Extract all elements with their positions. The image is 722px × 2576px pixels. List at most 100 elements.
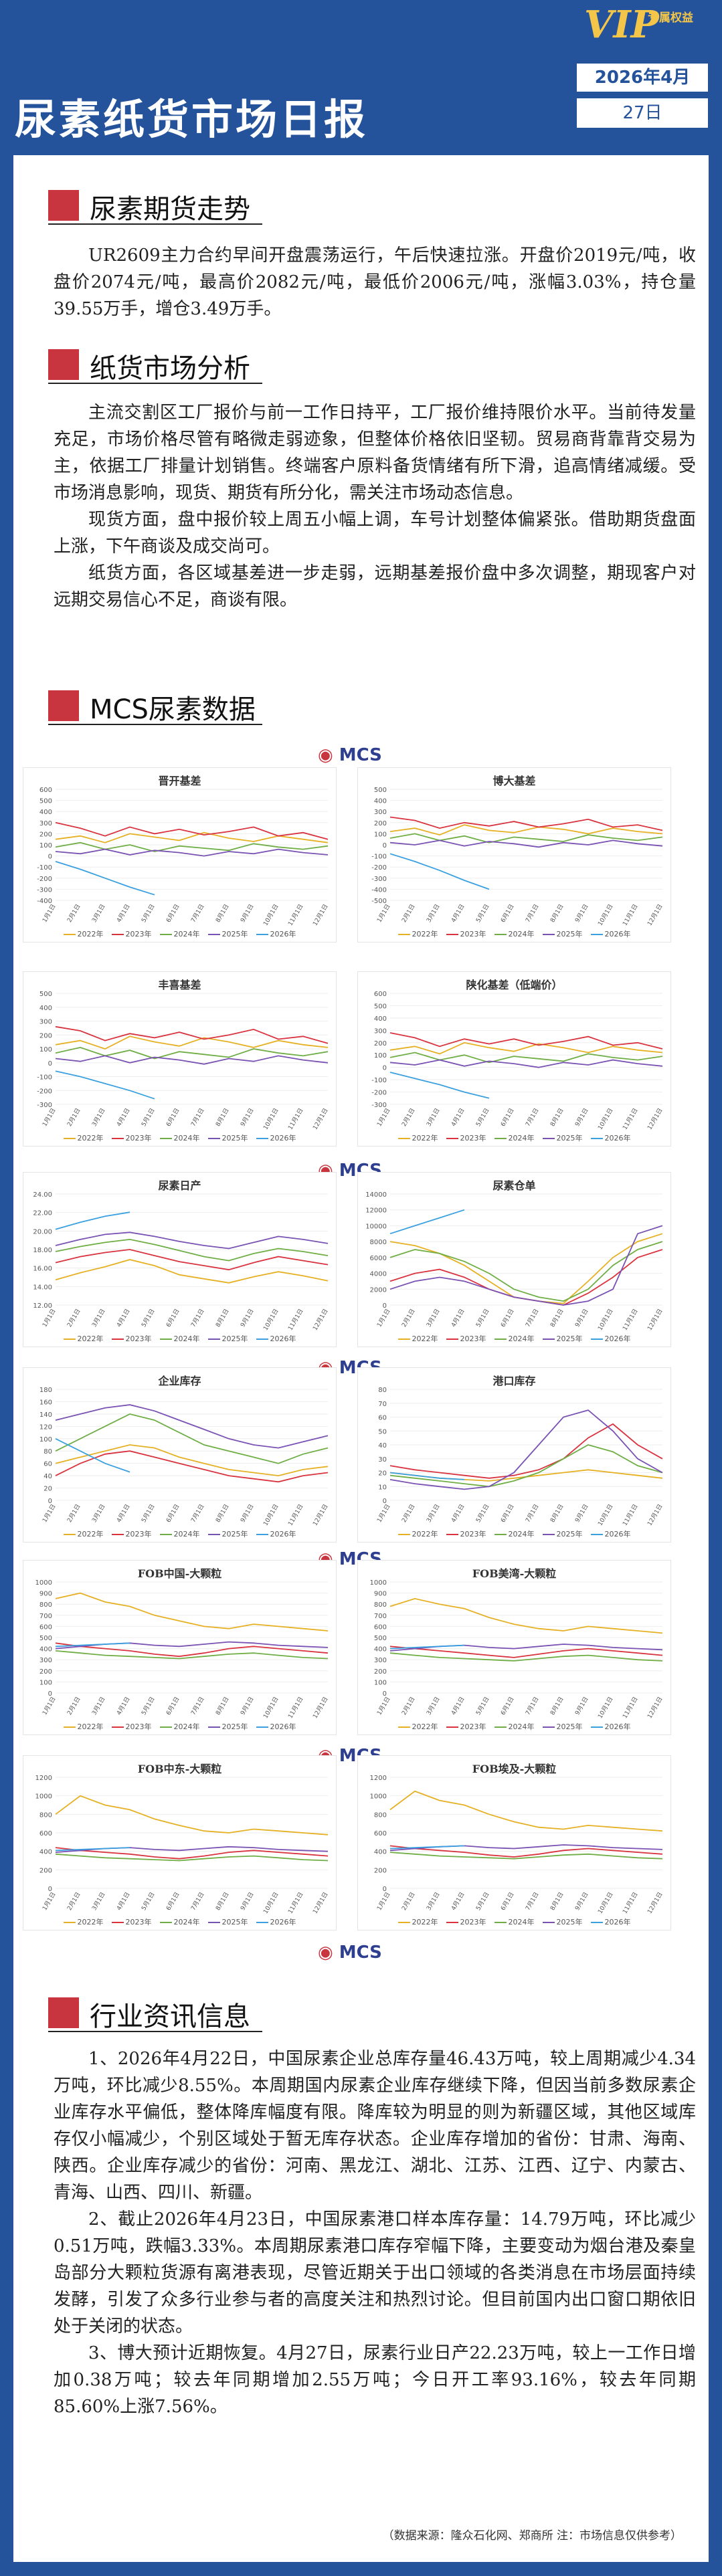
- chart-title: 丰喜基差: [158, 979, 201, 991]
- legend-item: 2025年: [542, 1530, 583, 1539]
- y-tick-label: 100: [39, 1436, 52, 1444]
- mcs-logo: ◉ MCS: [318, 745, 382, 765]
- legend-item: 2026年: [590, 1334, 631, 1343]
- legend-item: 2025年: [542, 1722, 583, 1731]
- y-tick-label: 16.00: [33, 1266, 52, 1273]
- x-tick-label: 4月1日: [115, 1696, 131, 1716]
- x-tick-label: 5月1日: [140, 1308, 156, 1328]
- vip-badge[interactable]: VIP 专属权益: [584, 3, 711, 47]
- chart-title: FOB中国-大颗粒: [137, 1567, 222, 1580]
- legend-item: 2024年: [159, 1134, 200, 1143]
- y-tick-label: 500: [39, 991, 52, 998]
- series-line-2026年: [389, 1472, 465, 1480]
- x-tick-label: 10月1日: [596, 1891, 614, 1915]
- x-tick-label: 10月1日: [262, 1891, 280, 1915]
- section-underline: [48, 2031, 262, 2032]
- vip-logo-text: VIP: [584, 3, 659, 47]
- x-tick-label: 10月1日: [596, 1503, 614, 1527]
- legend-item: 2022年: [397, 1918, 438, 1926]
- y-tick-label: 100: [39, 1046, 52, 1054]
- chart-title: 博大基差: [492, 775, 536, 787]
- x-tick-label: 3月1日: [90, 1503, 106, 1524]
- y-tick-label: 20: [378, 1470, 387, 1478]
- x-tick-label: 12月1日: [311, 1107, 329, 1131]
- y-tick-label: 100: [39, 1679, 52, 1686]
- paragraph: 现货方面，盘中报价较上周五小幅上调，车号计划整体偏紧张。借助期货盘面上涨，下午商…: [54, 510, 696, 557]
- x-tick-label: 1月1日: [41, 1696, 57, 1716]
- legend-item: 2022年: [397, 1334, 438, 1343]
- section-marker: [48, 349, 79, 380]
- x-tick-label: 9月1日: [573, 1107, 590, 1128]
- x-tick-label: 2月1日: [400, 1308, 416, 1328]
- series-line-2026年: [55, 1642, 130, 1648]
- x-tick-label: 9月1日: [239, 1308, 255, 1328]
- paper-text: 主流交割区工厂报价与前一工作日持平，工厂报价维持限价水平。当前待发量充足，市场价…: [54, 399, 696, 613]
- y-tick-label: -400: [37, 898, 52, 905]
- y-tick-label: 1000: [35, 1579, 52, 1587]
- y-tick-label: -500: [371, 898, 387, 905]
- x-tick-label: 12月1日: [311, 1503, 329, 1527]
- y-tick-label: 200: [374, 820, 387, 827]
- y-tick-label: 180: [39, 1387, 52, 1394]
- series-line-2026年: [55, 1847, 130, 1852]
- y-tick-label: 400: [39, 809, 52, 816]
- y-tick-label: -300: [371, 876, 387, 883]
- y-tick-label: 160: [39, 1399, 52, 1406]
- y-tick-label: 0: [48, 854, 52, 861]
- x-tick-label: 9月1日: [573, 1308, 590, 1328]
- x-tick-label: 4月1日: [115, 903, 131, 924]
- paragraph: 1、2026年4月22日，中国尿素企业总库存量46.43万吨，较上周期减少4.3…: [54, 2049, 696, 2203]
- legend-item: 2023年: [446, 1530, 486, 1539]
- series-line-2024年: [389, 1052, 663, 1064]
- chart-legend: 2022年 2023年 2024年 2025年 2026年: [23, 1528, 336, 1539]
- x-tick-label: 5月1日: [140, 1696, 156, 1716]
- x-tick-label: 7月1日: [524, 1503, 540, 1524]
- series-line-2025年: [389, 1225, 663, 1306]
- series-line-2023年: [389, 1845, 663, 1858]
- x-tick-label: 7月1日: [524, 1696, 540, 1716]
- section-title: 尿素期货走势: [90, 194, 250, 225]
- legend-item: 2024年: [159, 930, 200, 938]
- chart-legend: 2022年 2023年 2024年 2025年 2026年: [358, 928, 670, 939]
- y-tick-label: 0: [383, 1690, 387, 1698]
- y-tick-label: 0: [48, 1498, 52, 1505]
- y-tick-label: 600: [39, 787, 52, 794]
- x-tick-label: 7月1日: [524, 1891, 540, 1912]
- series-line-2026年: [55, 861, 155, 896]
- y-tick-label: 40: [378, 1442, 387, 1450]
- legend-item: 2022年: [63, 1722, 104, 1731]
- x-tick-label: 2月1日: [66, 1503, 82, 1524]
- x-tick-label: 1月1日: [375, 903, 391, 924]
- x-tick-label: 6月1日: [499, 903, 515, 924]
- legend-item: 2022年: [397, 1530, 438, 1539]
- chart-legend: 2022年 2023年 2024年 2025年 2026年: [358, 1916, 670, 1927]
- series-line-2025年: [389, 1059, 663, 1068]
- y-tick-label: 50: [378, 1428, 387, 1435]
- y-tick-label: -200: [371, 864, 387, 872]
- x-tick-label: 2月1日: [66, 1891, 82, 1912]
- legend-item: 2023年: [446, 930, 486, 938]
- x-tick-label: 6月1日: [165, 903, 181, 924]
- futures-text: UR2609主力合约早间开盘震荡运行，午后快速拉涨。开盘价2019元/吨，收盘价…: [54, 242, 696, 322]
- x-tick-label: 2月1日: [400, 1696, 416, 1716]
- x-tick-label: 10月1日: [596, 1308, 614, 1332]
- series-line-2023年: [55, 1642, 329, 1658]
- y-tick-label: 10: [378, 1484, 387, 1491]
- series-line-2023年: [55, 1450, 329, 1483]
- x-tick-label: 7月1日: [189, 1503, 205, 1524]
- x-tick-label: 12月1日: [311, 1696, 329, 1720]
- y-tick-label: 12000: [365, 1207, 387, 1215]
- x-tick-label: 8月1日: [549, 1107, 565, 1128]
- x-tick-label: 8月1日: [214, 1696, 230, 1716]
- y-tick-label: 500: [374, 787, 387, 794]
- x-tick-label: 3月1日: [425, 1891, 441, 1912]
- y-tick-label: 200: [39, 831, 52, 838]
- y-tick-label: 4000: [370, 1271, 387, 1278]
- series-line-2024年: [55, 1238, 329, 1262]
- series-line-2026年: [55, 1438, 130, 1473]
- section-title: MCS尿素数据: [90, 694, 256, 725]
- x-tick-label: 3月1日: [425, 1503, 441, 1524]
- series-line-2024年: [55, 1853, 329, 1862]
- x-tick-label: 4月1日: [450, 1308, 466, 1328]
